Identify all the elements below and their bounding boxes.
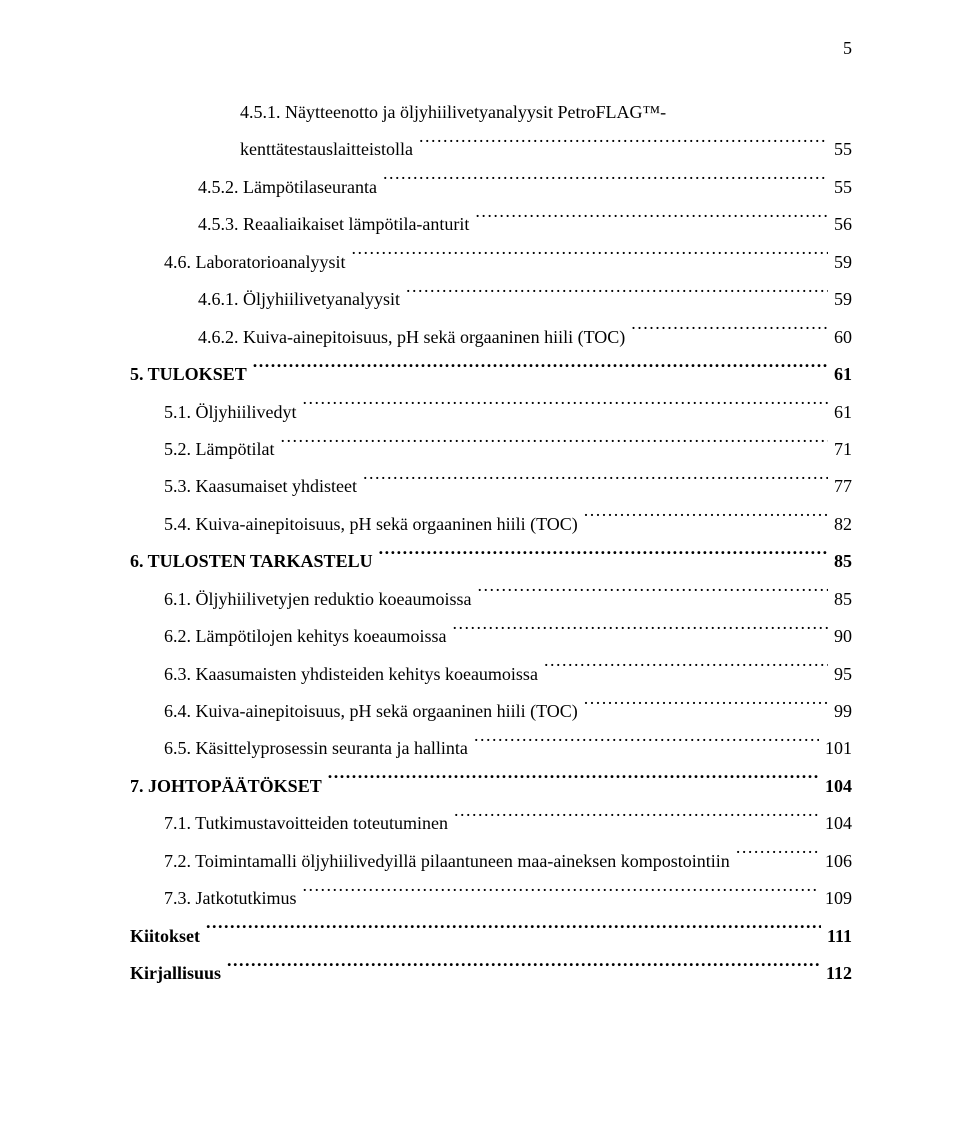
- toc-entry: 7.3. Jatkotutkimus 109: [164, 880, 852, 917]
- toc-entry: Kiitokset 111: [130, 918, 852, 955]
- toc-entry-label: 4.6. Laboratorioanalyysit: [164, 244, 351, 281]
- toc-entry-page: 104: [819, 768, 852, 805]
- toc-entry: 4.5.1. Näytteenotto ja öljyhiilivetyanal…: [240, 94, 852, 131]
- toc-leader: [280, 437, 828, 455]
- toc-leader: [475, 212, 828, 230]
- toc-entry-page: 59: [828, 281, 852, 318]
- toc-entry-label: 7. JOHTOPÄÄTÖKSET: [130, 768, 328, 805]
- toc-entry-page: 82: [828, 506, 852, 543]
- toc-entry-label: 5.2. Lämpötilat: [164, 431, 280, 468]
- toc-leader: [419, 137, 828, 155]
- toc-entry-label: 6.5. Käsittelyprosessin seuranta ja hall…: [164, 730, 474, 767]
- toc-leader: [454, 811, 819, 829]
- toc-leader: [544, 662, 828, 680]
- toc-entry-page: 61: [828, 356, 852, 393]
- toc-leader: [477, 587, 828, 605]
- toc-entry: 7.2. Toimintamalli öljyhiilivedyillä pil…: [164, 843, 852, 880]
- toc-entry-label: 5. TULOKSET: [130, 356, 253, 393]
- toc-entry-label: 5.4. Kuiva-ainepitoisuus, pH sekä orgaan…: [164, 506, 584, 543]
- toc-entry: 6.4. Kuiva-ainepitoisuus, pH sekä orgaan…: [164, 693, 852, 730]
- toc-entry: 6.5. Käsittelyprosessin seuranta ja hall…: [164, 730, 852, 767]
- toc-entry-page: 85: [828, 543, 852, 580]
- toc-entry: 4.5.3. Reaaliaikaiset lämpötila-anturit 5…: [198, 206, 852, 243]
- toc-entry: 4.6. Laboratorioanalyysit 59: [164, 244, 852, 281]
- toc-entry: Kirjallisuus 112: [130, 955, 852, 992]
- toc-leader: [303, 886, 819, 904]
- toc-entry: 6. TULOSTEN TARKASTELU 85: [130, 543, 852, 580]
- toc-entry-page: 95: [828, 656, 852, 693]
- toc-entry: kenttätestauslaitteistolla 55: [240, 131, 852, 168]
- toc-leader: [227, 961, 820, 979]
- toc-entry-page: 112: [820, 955, 852, 992]
- toc-entry-label: 4.6.1. Öljyhiilivetyanalyysit: [198, 281, 406, 318]
- toc-entry-page: 55: [828, 131, 852, 168]
- toc-leader: [303, 400, 829, 418]
- toc-entry-page: 56: [828, 206, 852, 243]
- toc-leader: [584, 699, 828, 717]
- toc-entry-page: 77: [828, 468, 852, 505]
- toc-leader: [379, 549, 828, 567]
- toc-entry-page: 104: [819, 805, 852, 842]
- toc-leader: [452, 624, 828, 642]
- toc-entry-label: 7.3. Jatkotutkimus: [164, 880, 303, 917]
- toc-leader: [584, 512, 828, 530]
- toc-entry: 5.1. Öljyhiilivedyt 61: [164, 394, 852, 431]
- document-page: 5 4.5.1. Näytteenotto ja öljyhiilivetyan…: [0, 0, 960, 1139]
- toc-entry-page: 60: [828, 319, 852, 356]
- toc-entry-page: 99: [828, 693, 852, 730]
- toc-leader: [736, 849, 819, 867]
- toc-leader: [406, 287, 828, 305]
- toc-entry-label: 6. TULOSTEN TARKASTELU: [130, 543, 379, 580]
- toc-leader: [206, 924, 821, 942]
- toc-entry-label: 5.3. Kaasumaiset yhdisteet: [164, 468, 363, 505]
- toc-entry-label: 4.5.2. Lämpötilaseuranta: [198, 169, 383, 206]
- toc-entry-label: 6.1. Öljyhiilivetyjen reduktio koeaumois…: [164, 581, 477, 618]
- toc-entry-page: 111: [821, 918, 852, 955]
- toc-leader: [383, 175, 828, 193]
- toc-leader: [328, 774, 819, 792]
- toc-entry-label: 4.5.3. Reaaliaikaiset lämpötila-anturit: [198, 206, 475, 243]
- toc-entry-page: 101: [819, 730, 852, 767]
- toc-entry-page: 109: [819, 880, 852, 917]
- toc-entry: 4.6.2. Kuiva-ainepitoisuus, pH sekä orga…: [198, 319, 852, 356]
- toc-leader: [351, 250, 828, 268]
- toc-entry-label: 4.5.1. Näytteenotto ja öljyhiilivetyanal…: [240, 94, 672, 131]
- toc-entry-label: Kiitokset: [130, 918, 206, 955]
- toc-entry: 7.1. Tutkimustavoitteiden toteutuminen 10…: [164, 805, 852, 842]
- toc-entry-page: 90: [828, 618, 852, 655]
- toc-entry-page: 85: [828, 581, 852, 618]
- toc-entry-label: 6.4. Kuiva-ainepitoisuus, pH sekä orgaan…: [164, 693, 584, 730]
- toc-entry-page: 55: [828, 169, 852, 206]
- toc-leader: [474, 736, 819, 754]
- toc-entry-label: 5.1. Öljyhiilivedyt: [164, 394, 303, 431]
- toc-entry-page: 106: [819, 843, 852, 880]
- toc-entry-label: 4.6.2. Kuiva-ainepitoisuus, pH sekä orga…: [198, 319, 631, 356]
- toc-entry-label: Kirjallisuus: [130, 955, 227, 992]
- toc-entry: 5.3. Kaasumaiset yhdisteet 77: [164, 468, 852, 505]
- toc-entry: 5. TULOKSET 61: [130, 356, 852, 393]
- toc-entry: 4.6.1. Öljyhiilivetyanalyysit 59: [198, 281, 852, 318]
- table-of-contents: 4.5.1. Näytteenotto ja öljyhiilivetyanal…: [130, 94, 852, 993]
- toc-entry-page: 71: [828, 431, 852, 468]
- toc-leader: [631, 325, 828, 343]
- toc-entry-label: kenttätestauslaitteistolla: [240, 131, 419, 168]
- toc-entry: 4.5.2. Lämpötilaseuranta 55: [198, 169, 852, 206]
- toc-entry-label: 7.1. Tutkimustavoitteiden toteutuminen: [164, 805, 454, 842]
- toc-entry: 5.4. Kuiva-ainepitoisuus, pH sekä orgaan…: [164, 506, 852, 543]
- toc-entry-page: 59: [828, 244, 852, 281]
- toc-entry: 6.3. Kaasumaisten yhdisteiden kehitys ko…: [164, 656, 852, 693]
- toc-leader: [363, 474, 828, 492]
- toc-entry-label: 6.2. Lämpötilojen kehitys koeaumoissa: [164, 618, 452, 655]
- toc-entry: 7. JOHTOPÄÄTÖKSET 104: [130, 768, 852, 805]
- page-number: 5: [843, 38, 852, 59]
- toc-entry: 6.1. Öljyhiilivetyjen reduktio koeaumois…: [164, 581, 852, 618]
- toc-entry-page: 61: [828, 394, 852, 431]
- toc-entry-label: 6.3. Kaasumaisten yhdisteiden kehitys ko…: [164, 656, 544, 693]
- toc-leader: [253, 362, 828, 380]
- toc-entry-label: 7.2. Toimintamalli öljyhiilivedyillä pil…: [164, 843, 736, 880]
- toc-entry: 5.2. Lämpötilat 71: [164, 431, 852, 468]
- toc-entry: 6.2. Lämpötilojen kehitys koeaumoissa 90: [164, 618, 852, 655]
